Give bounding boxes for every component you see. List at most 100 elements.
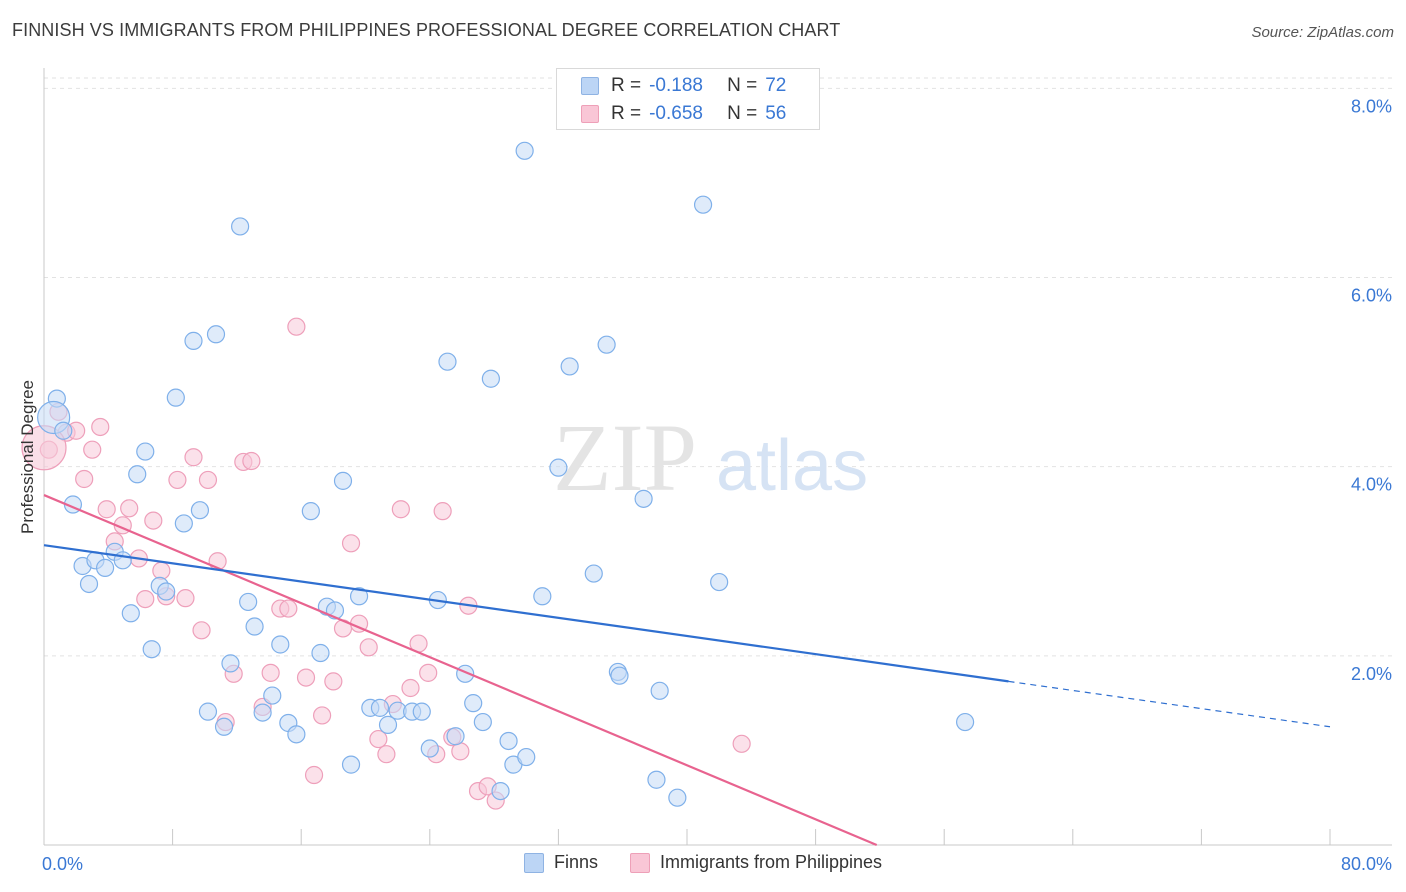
data-point-philippines [184,448,203,467]
data-point-philippines [304,765,324,785]
data-point-philippines [312,706,332,725]
r-label: R = [611,75,642,96]
data-point-philippines [359,638,378,657]
data-point-philippines [419,663,438,682]
trend-line-philippines [43,494,878,847]
data-point-finns [650,681,669,700]
stats-row-philippines: R = -0.658 N = 56 [581,102,786,126]
data-point-finns [142,640,161,659]
data-point-finns [464,694,483,713]
data-point-finns [253,703,272,722]
data-point-philippines [176,589,195,608]
data-point-philippines [91,417,110,437]
data-point-finns [412,702,431,721]
data-point-finns [491,781,510,801]
watermark-atlas: atlas [716,426,868,506]
data-point-philippines [324,672,343,691]
legend-item-philippines[interactable]: Immigrants from Philippines [629,852,882,873]
data-point-finns [301,502,320,521]
data-point-finns [515,141,534,160]
data-point-finns [311,643,330,663]
data-point-finns [710,572,729,592]
data-point-finns [221,654,240,673]
data-point-finns [231,217,250,236]
data-point-finns [333,471,353,490]
data-point-philippines [401,678,420,698]
tick-labels: 2.0% 4.0% 6.0% 8.0% 0.0% 80.0% [42,96,1392,874]
data-point-philippines [377,745,396,764]
data-point-finns [341,755,361,774]
data-point-philippines [279,599,298,618]
y-tick-label: 8.0% [1351,96,1392,116]
x-tick-label: 0.0% [42,854,83,874]
data-point-finns [190,501,210,520]
n-label: N = [727,75,758,96]
data-point-philippines [75,469,94,489]
data-point-philippines [136,589,155,609]
data-point-finns [446,727,465,746]
x-tick-label: 80.0% [1341,854,1392,874]
data-point-finns [634,489,653,508]
data-point-philippines [120,499,139,518]
data-point-philippines [198,470,218,490]
r-value-philippines: -0.658 [649,103,703,124]
data-point-philippines [732,734,751,753]
trend-line-finns-extension [1008,680,1331,728]
data-point-finns [481,369,500,388]
chart-title: FINNISH VS IMMIGRANTS FROM PHILIPPINES P… [12,20,841,40]
data-point-finns [955,712,975,732]
philippines-swatch [629,852,650,873]
data-point-finns [647,770,666,789]
data-point-finns [668,788,687,807]
finns-swatch [523,852,544,873]
data-point-finns [499,731,518,751]
r-value-finns: -0.188 [649,75,703,96]
series-legend: Finns Immigrants from Philippines [0,852,1406,873]
data-point-philippines [168,470,187,490]
data-point-finns [560,357,579,376]
data-point-philippines [451,742,470,761]
legend-item-finns[interactable]: Finns [523,852,598,873]
data-point-philippines [192,621,211,640]
data-point-finns [239,592,258,612]
stats-legend: R = -0.188 N = 72 R = -0.658 N = 56 [556,68,820,130]
data-point-finns [263,686,282,705]
data-point-finns [206,325,226,344]
data-point-finns [184,331,203,350]
data-point-finns [549,458,568,477]
data-point-finns [584,564,603,583]
n-value-philippines: 56 [765,103,787,124]
data-point-finns [271,635,290,654]
data-point-finns [533,587,552,606]
data-point-finns [128,465,147,484]
philippines-swatch [581,105,599,123]
data-point-finns [166,388,185,407]
data-point-philippines [242,451,261,471]
data-point-finns [121,604,140,623]
data-point-philippines [391,500,410,519]
data-point-finns [378,715,398,734]
watermark-zip: ZIP [553,404,697,511]
stats-row-finns: R = -0.188 N = 72 [581,74,786,98]
data-point-finns [214,717,234,736]
data-point-finns [198,702,218,721]
data-point-finns [597,335,616,354]
data-point-finns [245,617,264,636]
source-credit: Source: ZipAtlas.com [1251,24,1394,41]
data-point-finns [174,514,193,533]
data-point-finns [349,587,369,606]
data-point-finns [517,747,536,767]
data-point-finns [287,725,306,744]
data-point-finns [79,574,99,594]
data-point-philippines [144,511,163,530]
n-value-finns: 72 [765,75,787,96]
data-point-philippines [296,668,316,687]
watermark: ZIP atlas [553,404,868,511]
data-point-finns [370,698,390,717]
data-point-finns [54,421,73,440]
r-label: R = [611,103,642,124]
data-point-philippines [287,317,306,336]
data-point-philippines [152,561,171,580]
data-point-philippines [83,440,102,459]
